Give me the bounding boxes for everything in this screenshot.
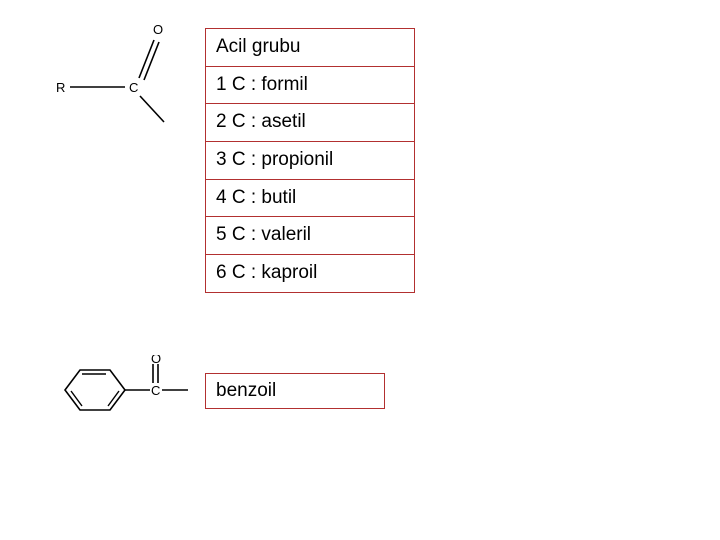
label-o: O <box>151 355 161 366</box>
table-row: 6 C : kaproil <box>206 255 414 292</box>
label-o: O <box>153 22 163 37</box>
table-row: 2 C : asetil <box>206 104 414 142</box>
table-row: 3 C : propionil <box>206 142 414 180</box>
benzene-ring <box>65 370 125 410</box>
benzoyl-structure-svg: C O <box>65 355 188 410</box>
benzoyl-label: benzoil <box>216 380 276 401</box>
table-row: 1 C : formil <box>206 67 414 105</box>
acyl-structure: O R C <box>50 20 190 135</box>
benzoyl-label-box: benzoil <box>205 373 385 409</box>
ring-db-3 <box>108 391 119 406</box>
benzoyl-structure: C O <box>50 355 200 430</box>
table-title: Acil grubu <box>206 29 414 67</box>
table-row: 4 C : butil <box>206 180 414 218</box>
label-c: C <box>151 383 160 398</box>
bond-c-open <box>140 96 164 122</box>
table-row: 5 C : valeril <box>206 217 414 255</box>
acyl-structure-svg: O R C <box>56 22 164 122</box>
ring-db-2 <box>71 391 82 406</box>
acyl-group-table: Acil grubu 1 C : formil 2 C : asetil 3 C… <box>205 28 415 293</box>
label-r: R <box>56 80 65 95</box>
label-c: C <box>129 80 138 95</box>
